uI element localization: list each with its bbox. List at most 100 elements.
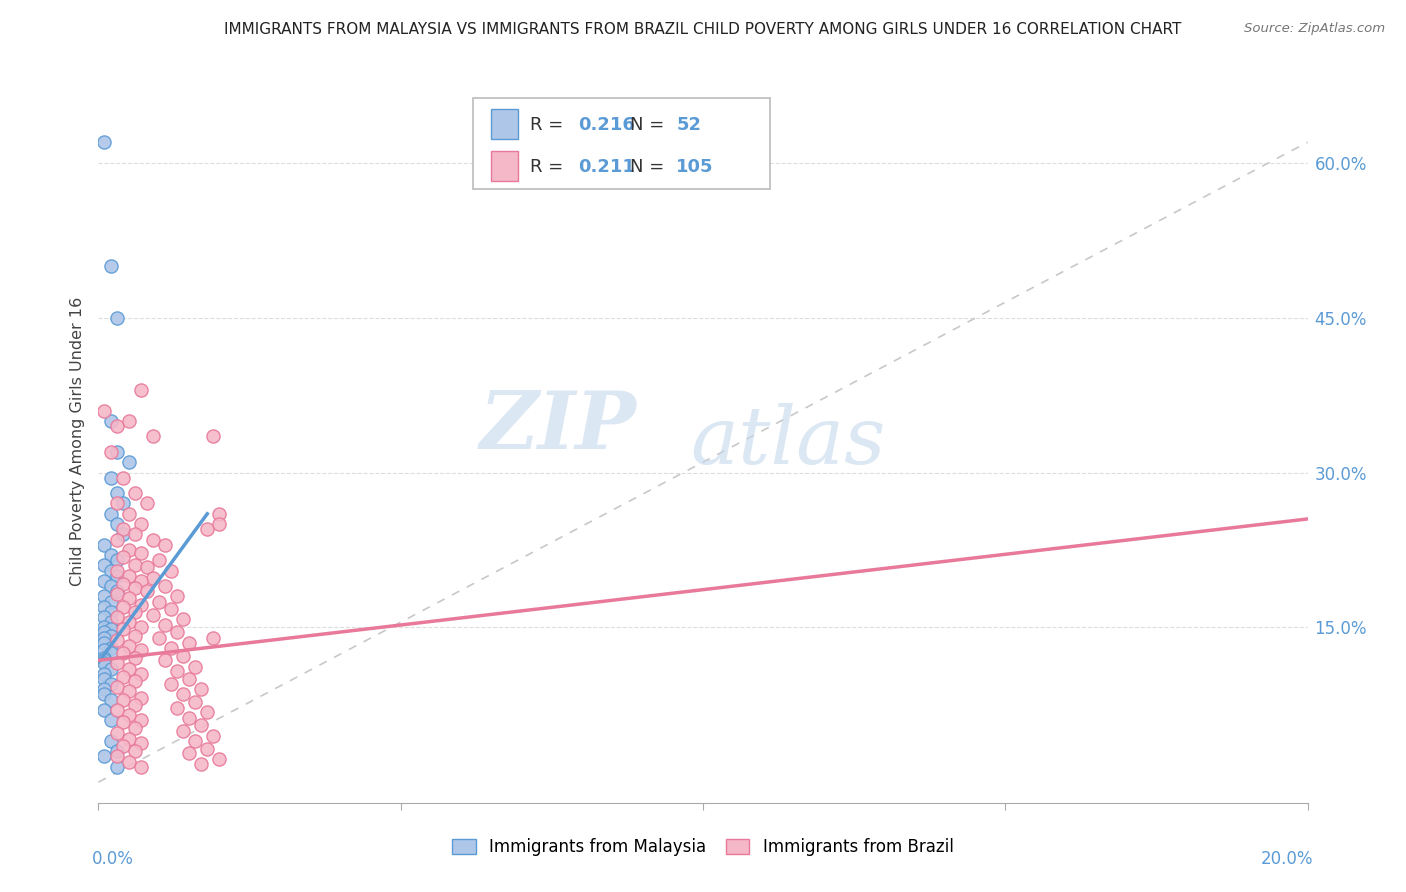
Point: [93, 666, 115, 681]
FancyBboxPatch shape: [474, 98, 769, 189]
Point: [100, 640, 122, 655]
Point: [195, 742, 218, 756]
Text: 0.0%: 0.0%: [93, 850, 134, 868]
Point: [100, 259, 122, 273]
FancyBboxPatch shape: [492, 110, 517, 139]
Point: [100, 507, 122, 521]
Point: [129, 517, 152, 532]
Point: [172, 649, 194, 664]
Point: [124, 629, 146, 643]
Point: [105, 310, 128, 325]
Point: [118, 568, 141, 582]
Point: [190, 718, 212, 732]
Legend: Immigrants from Malaysia, Immigrants from Brazil: Immigrants from Malaysia, Immigrants fro…: [446, 831, 960, 863]
Text: R =: R =: [530, 116, 569, 134]
Y-axis label: Child Poverty Among Girls Under 16: Child Poverty Among Girls Under 16: [69, 297, 84, 586]
Point: [93, 687, 115, 701]
Point: [93, 651, 115, 665]
Point: [129, 713, 152, 727]
Text: 105: 105: [676, 158, 714, 176]
Point: [184, 695, 207, 709]
Point: [135, 496, 157, 510]
Point: [105, 419, 128, 434]
Point: [118, 455, 141, 469]
Point: [105, 680, 128, 694]
Point: [129, 666, 152, 681]
Text: ZIP: ZIP: [479, 388, 637, 466]
Point: [93, 610, 115, 624]
Point: [118, 414, 141, 428]
Point: [105, 445, 128, 459]
Point: [124, 698, 146, 712]
Point: [142, 533, 165, 547]
Point: [148, 594, 170, 608]
Point: [105, 496, 128, 510]
Point: [100, 594, 122, 608]
Point: [202, 729, 225, 743]
Point: [142, 429, 165, 443]
Point: [153, 579, 176, 593]
Point: [100, 414, 122, 428]
Text: R =: R =: [530, 158, 569, 176]
Point: [100, 615, 122, 630]
Point: [160, 640, 183, 655]
Text: 0.211: 0.211: [578, 158, 636, 176]
Point: [179, 746, 201, 760]
Point: [124, 673, 146, 688]
Point: [166, 590, 188, 604]
Point: [208, 517, 231, 532]
Point: [100, 662, 122, 676]
Point: [93, 538, 115, 552]
Point: [179, 711, 201, 725]
Point: [105, 749, 128, 764]
Point: [124, 722, 146, 736]
Point: [166, 625, 188, 640]
Point: [93, 558, 115, 573]
Point: [93, 703, 115, 717]
Point: [100, 605, 122, 619]
Point: [202, 631, 225, 645]
Point: [202, 429, 225, 443]
Point: [105, 587, 128, 601]
Point: [118, 591, 141, 606]
Point: [105, 610, 128, 624]
Point: [111, 646, 134, 660]
Point: [166, 664, 188, 678]
Point: [153, 618, 176, 632]
Point: [93, 682, 115, 697]
Point: [148, 631, 170, 645]
Point: [208, 507, 231, 521]
Point: [172, 687, 194, 701]
Point: [105, 533, 128, 547]
Point: [93, 653, 115, 667]
Point: [190, 756, 212, 771]
Point: [93, 135, 115, 149]
Point: [129, 690, 152, 705]
Point: [105, 744, 128, 758]
Point: [208, 752, 231, 766]
Point: [105, 703, 128, 717]
Point: [105, 486, 128, 500]
Point: [166, 701, 188, 715]
Point: [105, 553, 128, 567]
Point: [118, 731, 141, 746]
Point: [93, 625, 115, 640]
Point: [129, 620, 152, 634]
Point: [100, 623, 122, 637]
Point: [93, 657, 115, 671]
Point: [129, 760, 152, 774]
Text: N =: N =: [630, 158, 671, 176]
Point: [111, 670, 134, 684]
Text: 20.0%: 20.0%: [1261, 850, 1313, 868]
Point: [118, 615, 141, 630]
Point: [172, 612, 194, 626]
Point: [129, 383, 152, 397]
Point: [129, 643, 152, 657]
Point: [111, 496, 134, 510]
Point: [100, 548, 122, 562]
Point: [111, 471, 134, 485]
Point: [124, 486, 146, 500]
Text: N =: N =: [630, 116, 671, 134]
Point: [160, 677, 183, 691]
Point: [172, 723, 194, 738]
